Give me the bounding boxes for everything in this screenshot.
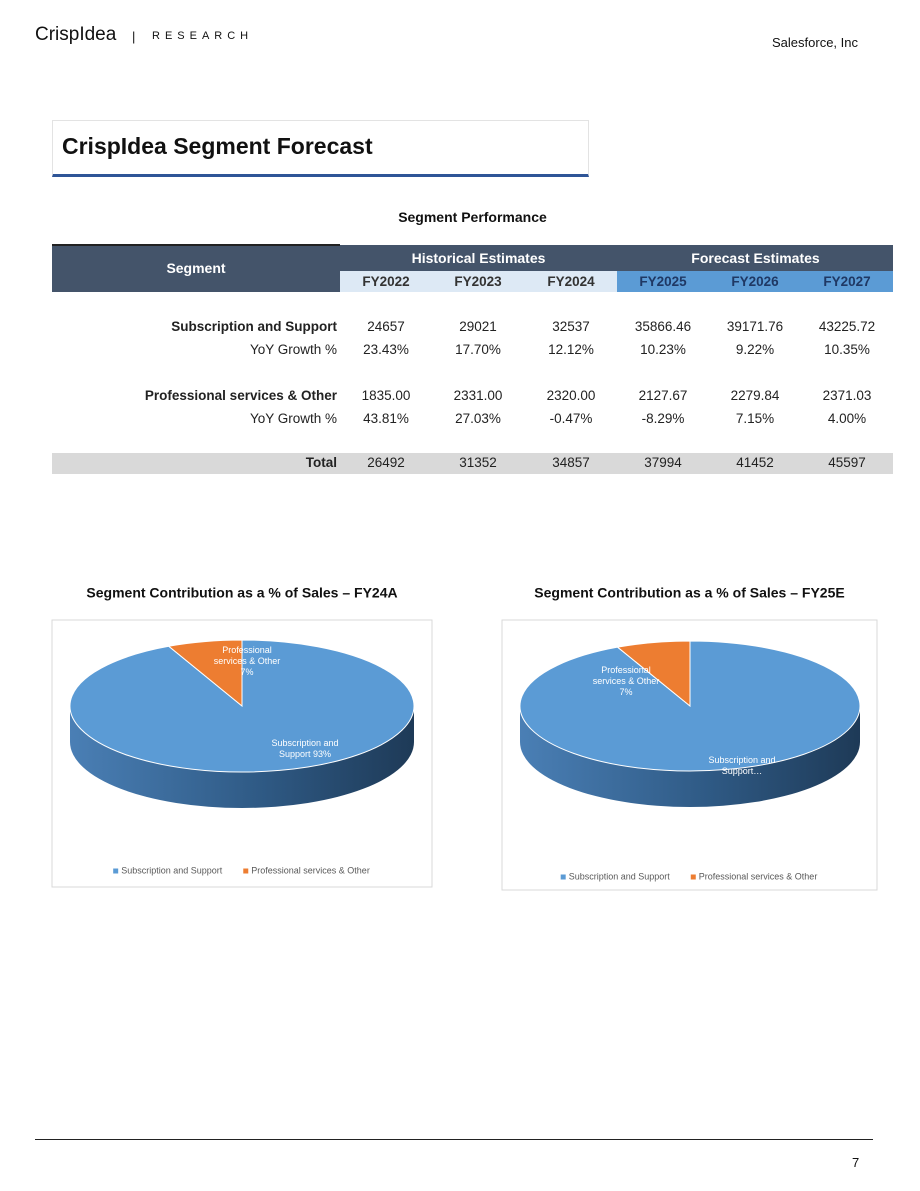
page-title: CrispIdea Segment Forecast xyxy=(62,133,373,159)
cell-value: 10.23% xyxy=(640,342,686,357)
cell-value: -0.47% xyxy=(549,411,593,426)
pie-side xyxy=(520,706,860,807)
cell-value: 43.81% xyxy=(363,411,409,426)
legend: Subscription and Support Professional ser… xyxy=(560,871,818,881)
legend-label: Professional services & Other xyxy=(251,865,370,875)
row-label: YoY Growth % xyxy=(249,411,337,426)
cell-value: 24657 xyxy=(367,319,405,334)
cell-value: 43225.72 xyxy=(818,319,876,334)
pie-slice xyxy=(167,639,243,708)
data-label-text: Professional services & Other 7% xyxy=(592,665,660,697)
cell-value: 45597 xyxy=(828,455,866,470)
year-header: FY2022 xyxy=(362,274,410,289)
legend-swatch xyxy=(243,868,249,874)
fcst-years-bg xyxy=(617,271,893,292)
legend-label: Subscription and Support xyxy=(121,865,223,875)
cell-value: 29021 xyxy=(459,319,497,334)
footer-rule xyxy=(35,1139,873,1140)
cell-value: 41452 xyxy=(736,455,774,470)
year-header: FY2024 xyxy=(547,274,595,289)
year-header: FY2025 xyxy=(639,274,687,289)
row-label: Subscription and Support xyxy=(171,319,337,334)
row-label: Professional services & Other xyxy=(144,388,337,403)
pie-slice xyxy=(69,639,415,773)
page-number: 7 xyxy=(852,1155,860,1170)
hist-years-bg xyxy=(340,271,617,292)
data-label-text: Subscription and Support 93% xyxy=(271,738,339,759)
cell-value: 32537 xyxy=(552,319,590,334)
chart-frame xyxy=(501,619,878,891)
cell-value: 2320.00 xyxy=(546,388,596,403)
cell-value: 2127.67 xyxy=(638,388,688,403)
cell-value: -8.29% xyxy=(641,411,685,426)
year-header: FY2027 xyxy=(823,274,871,289)
chart-title: Segment Contribution as a % of Sales – F… xyxy=(86,585,397,601)
cell-value: 10.35% xyxy=(824,342,870,357)
cell-value: 2279.84 xyxy=(730,388,780,403)
pie-slice xyxy=(519,640,861,772)
cell-value: 1835.00 xyxy=(361,388,411,403)
data-label-text: Professional services & Other 7% xyxy=(213,645,281,677)
table-caption: Segment Performance xyxy=(398,209,547,225)
cell-value: 17.70% xyxy=(455,342,501,357)
year-header: FY2023 xyxy=(454,274,502,289)
title-box xyxy=(52,120,589,177)
row-label: YoY Growth % xyxy=(249,342,337,357)
cell-value: 39171.76 xyxy=(726,319,784,334)
cell-value: 12.12% xyxy=(548,342,594,357)
data-label: Subscription and Support 93% xyxy=(271,738,339,759)
pie-slice xyxy=(616,640,691,708)
cell-value: 27.03% xyxy=(455,411,501,426)
cell-value: 37994 xyxy=(644,455,682,470)
corner: Segment xyxy=(166,260,226,276)
data-label: Professional services & Other 7% xyxy=(592,665,660,697)
cell-value: 9.22% xyxy=(735,342,775,357)
cell-value: 34857 xyxy=(552,455,590,470)
company: Salesforce, Inc xyxy=(772,35,858,50)
legend-swatch xyxy=(690,874,696,880)
legend-label: Professional services & Other xyxy=(699,871,818,881)
cell-value: 31352 xyxy=(459,455,497,470)
section: RESEARCH xyxy=(152,30,254,42)
cell-value: 2371.03 xyxy=(822,388,872,403)
brand: CrispIdea xyxy=(35,24,117,45)
legend-swatch xyxy=(560,874,566,880)
data-label: Subscription and Support… xyxy=(708,755,776,776)
cell-value: 4.00% xyxy=(827,411,867,426)
group-header: Forecast Estimates xyxy=(691,250,820,266)
legend-label: Subscription and Support xyxy=(569,871,671,881)
cell-value: 35866.46 xyxy=(634,319,692,334)
cell-value: 2331.00 xyxy=(453,388,503,403)
legend-swatch xyxy=(113,868,119,874)
separator: | xyxy=(132,29,136,44)
pie-side xyxy=(70,706,414,808)
chart-frame xyxy=(51,619,433,888)
cell-value: 7.15% xyxy=(735,411,775,426)
cell-value: 26492 xyxy=(367,455,405,470)
cell-value: 23.43% xyxy=(363,342,409,357)
chart-title: Segment Contribution as a % of Sales – F… xyxy=(534,585,844,601)
data-label: Professional services & Other 7% xyxy=(213,645,281,677)
header-corner-rule xyxy=(52,244,340,246)
row-label: Total xyxy=(305,455,337,470)
total-bg xyxy=(52,453,893,474)
group-header: Historical Estimates xyxy=(411,250,546,266)
year-header: FY2026 xyxy=(731,274,779,289)
legend: Subscription and Support Professional ser… xyxy=(113,865,370,875)
data-label-text: Subscription and Support… xyxy=(708,755,776,776)
